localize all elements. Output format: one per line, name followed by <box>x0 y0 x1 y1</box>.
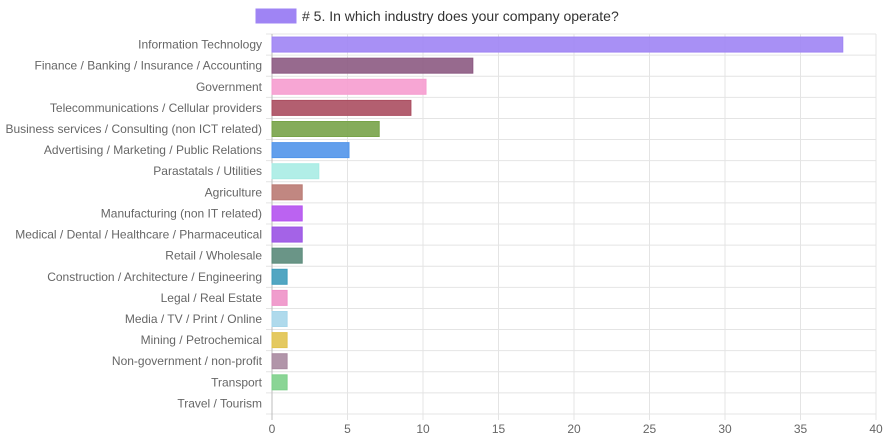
category-label-7: Agriculture <box>205 185 263 199</box>
legend[interactable]: # 5. In which industry does your company… <box>255 8 619 24</box>
legend-label[interactable]: # 5. In which industry does your company… <box>302 8 619 24</box>
x-tick-label-5: 25 <box>643 422 657 436</box>
x-tick-label-0: 0 <box>269 422 276 436</box>
bars <box>271 36 844 391</box>
legend-swatch[interactable] <box>255 8 297 24</box>
grid <box>266 33 877 420</box>
bar-14[interactable] <box>271 332 288 349</box>
category-label-15: Non-government / non-profit <box>112 354 263 368</box>
bar-15[interactable] <box>271 353 288 370</box>
category-label-9: Medical / Dental / Healthcare / Pharmace… <box>15 228 262 242</box>
x-tick-label-8: 40 <box>869 422 883 436</box>
category-label-8: Manufacturing (non IT related) <box>101 206 262 220</box>
bar-16[interactable] <box>271 374 288 391</box>
x-tick-label-4: 20 <box>567 422 581 436</box>
category-label-11: Construction / Architecture / Engineerin… <box>47 270 262 284</box>
category-label-1: Finance / Banking / Insurance / Accounti… <box>35 59 262 73</box>
category-label-17: Travel / Tourism <box>177 396 262 410</box>
x-tick-label-7: 35 <box>794 422 808 436</box>
category-label-5: Advertising / Marketing / Public Relatio… <box>44 143 262 157</box>
bar-12[interactable] <box>271 289 288 306</box>
bar-13[interactable] <box>271 311 288 327</box>
category-labels: Information Technology Finance / Banking … <box>5 38 262 411</box>
category-label-3: Telecommunications / Cellular providers <box>50 101 262 115</box>
category-label-2: Government <box>196 80 263 94</box>
x-tick-label-2: 10 <box>416 422 430 436</box>
bar-6[interactable] <box>271 163 320 180</box>
bar-0[interactable] <box>271 36 844 53</box>
bar-9[interactable] <box>271 226 303 243</box>
category-label-14: Mining / Petrochemical <box>141 333 262 347</box>
x-tick-label-1: 5 <box>344 422 351 436</box>
x-tick-label-3: 15 <box>492 422 506 436</box>
category-label-0: Information Technology <box>138 38 262 52</box>
bar-7[interactable] <box>271 184 303 201</box>
bar-4[interactable] <box>271 121 380 137</box>
bar-1[interactable] <box>271 57 474 74</box>
category-label-10: Retail / Wholesale <box>165 249 262 263</box>
bar-8[interactable] <box>271 205 303 222</box>
x-tick-label-6: 30 <box>718 422 732 436</box>
bar-2[interactable] <box>271 78 427 95</box>
bar-5[interactable] <box>271 142 350 159</box>
category-label-4: Business services / Consulting (non ICT … <box>5 122 262 136</box>
bar-10[interactable] <box>271 247 303 264</box>
category-label-13: Media / TV / Print / Online <box>125 312 262 326</box>
x-axis-ticks: 0 5 10 15 20 25 30 35 40 <box>269 422 883 436</box>
category-label-16: Transport <box>211 375 263 389</box>
bar-3[interactable] <box>271 99 412 116</box>
category-label-6: Parastatals / Utilities <box>153 164 262 178</box>
category-label-12: Legal / Real Estate <box>161 291 263 305</box>
bar-11[interactable] <box>271 268 288 285</box>
